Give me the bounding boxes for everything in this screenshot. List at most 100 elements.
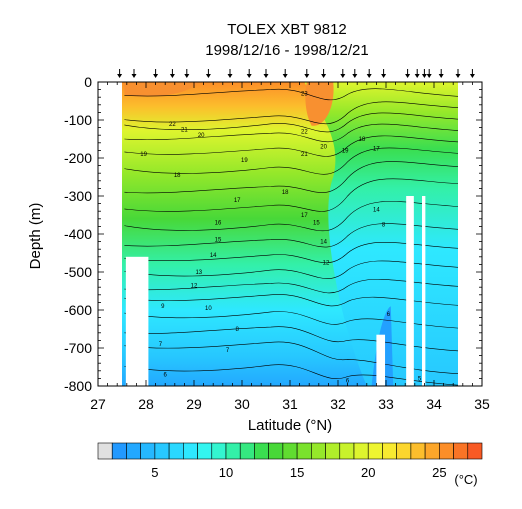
x-axis: 27 28 29 30 31 32 33 34 35 — [90, 82, 490, 412]
station-marker — [340, 69, 346, 78]
isotherm-line — [124, 364, 461, 386]
isotherm-label: 12 — [323, 261, 330, 267]
isotherm-label: 18 — [359, 137, 366, 143]
mask-south-gap — [125, 256, 149, 386]
isotherm-label: 22 — [169, 122, 176, 128]
colorbar-bin — [367, 442, 383, 460]
field-north — [304, 82, 482, 386]
isotherm-line — [124, 88, 461, 101]
isotherm-label: 23 — [301, 91, 308, 97]
x-tick-label: 35 — [474, 396, 490, 412]
x-tick-label: 27 — [90, 396, 106, 412]
colorbar-bin — [382, 442, 397, 460]
colorbar-tick-label: 15 — [290, 465, 304, 480]
colorbar-bin — [339, 442, 355, 460]
x-tick-label: 28 — [138, 396, 154, 412]
isotherm-label: 14 — [210, 253, 217, 259]
isotherm-line — [124, 326, 461, 352]
isotherm-line — [124, 294, 461, 307]
colorbar: 5 10 15 20 25 — [97, 442, 483, 480]
x-tick-label: 31 — [282, 396, 298, 412]
temperature-field — [98, 82, 482, 386]
station-marker — [381, 69, 387, 78]
warm-pool-north — [305, 82, 334, 126]
colorbar-bin — [467, 442, 483, 460]
isotherm-label: 8 — [382, 223, 386, 229]
isotherm-label: 6 — [346, 378, 350, 384]
station-marker — [227, 69, 233, 78]
isotherm-line — [124, 178, 461, 212]
isotherm-label: 6 — [387, 312, 391, 318]
y-tick-label: -400 — [64, 226, 92, 242]
plot-area: 22 21 20 19 19 18 18 17 17 16 15 14 13 12 10 9 8 7 7 6 22 20 2… — [97, 81, 483, 387]
isotherm-label: 19 — [342, 148, 349, 154]
colorbar-bin — [453, 442, 469, 460]
isotherm-label: 18 — [174, 173, 181, 179]
colorbar-bin — [396, 442, 412, 460]
y-tick-label: -800 — [64, 378, 92, 394]
isotherm-label: 13 — [195, 270, 202, 276]
station-marker — [414, 69, 420, 78]
isotherm-contours — [124, 88, 461, 386]
isotherm-line — [124, 201, 461, 232]
isotherm-label: 7 — [226, 348, 230, 354]
colorbar-unit: (°C) — [454, 472, 477, 487]
isotherm-label: 18 — [282, 190, 289, 196]
isotherm-line — [124, 223, 461, 248]
isotherm-label: 10 — [205, 306, 212, 312]
colorbar-bin — [325, 442, 341, 460]
isotherm-line — [124, 278, 461, 294]
mask-33-8n-gap — [422, 196, 426, 386]
y-tick-label: -100 — [64, 112, 92, 128]
isotherm-line — [124, 241, 461, 263]
y-tick-label: -300 — [64, 188, 92, 204]
station-marker — [117, 69, 123, 78]
y-axis: 0 -100 -200 -300 -400 -500 -600 -700 -800 — [64, 74, 482, 394]
colorbar-bin — [154, 442, 170, 460]
station-marker — [321, 69, 327, 78]
isotherm-label: 19 — [140, 152, 147, 158]
colorbar-bin — [353, 442, 369, 460]
y-axis-label: Depth (m) — [27, 203, 44, 270]
station-marker — [184, 69, 190, 78]
isotherm-label: 12 — [191, 283, 198, 289]
station-marker — [455, 69, 461, 78]
colorbar-bin — [140, 442, 156, 460]
colorbar-bin — [239, 442, 255, 460]
station-marker — [304, 69, 310, 78]
x-axis-label: Latitude (°N) — [248, 417, 332, 434]
x-tick-label: 29 — [186, 396, 202, 412]
colorbar-bin — [296, 442, 312, 460]
isotherm-line — [124, 147, 461, 175]
y-tick-label: -600 — [64, 302, 92, 318]
colorbar-bin — [254, 442, 269, 460]
colorbar-bin — [126, 442, 141, 460]
colorbar-tick-label: 20 — [361, 465, 375, 480]
isotherm-label: 14 — [320, 240, 327, 246]
isotherm-label: 8 — [236, 327, 240, 333]
warm-pool-south — [124, 82, 199, 97]
x-tick-label: 34 — [426, 396, 442, 412]
chart-subtitle: 1998/12/16 - 1998/12/21 — [205, 42, 368, 59]
colorbar-bin — [211, 442, 227, 460]
x-tick-label: 33 — [378, 396, 394, 412]
isotherm-label: 9 — [161, 304, 165, 310]
isotherm-labels: 22 21 20 19 19 18 18 17 17 16 15 14 13 12 10 9 8 7 7 6 22 20 2… — [140, 91, 422, 384]
isotherm-line — [124, 161, 461, 194]
colorbar-bin — [197, 442, 213, 460]
station-marker — [246, 69, 252, 78]
station-marker — [282, 69, 288, 78]
station-marker — [426, 69, 432, 78]
mask-33-5n-gap — [406, 196, 414, 386]
y-tick-label: -700 — [64, 340, 92, 356]
colorbar-bin — [183, 442, 198, 460]
station-marker — [366, 69, 372, 78]
isotherm-line — [124, 135, 461, 157]
mask-33n-gap — [376, 334, 386, 386]
colorbar-tick-label: 5 — [151, 465, 158, 480]
colorbar-bin — [311, 442, 326, 460]
y-tick-label: -200 — [64, 150, 92, 166]
colorbar-bin — [225, 442, 241, 460]
